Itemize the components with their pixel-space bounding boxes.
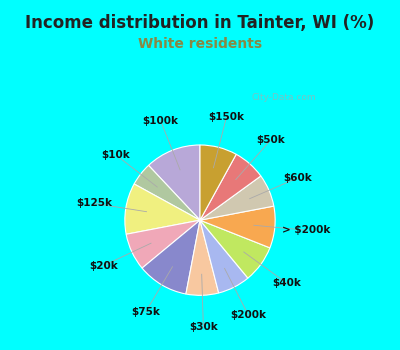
Text: $100k: $100k: [143, 116, 179, 126]
Text: $20k: $20k: [89, 261, 118, 271]
Wedge shape: [134, 165, 200, 220]
Wedge shape: [200, 206, 275, 248]
Text: $200k: $200k: [230, 310, 266, 320]
Text: White residents: White residents: [138, 37, 262, 51]
Text: $50k: $50k: [256, 135, 285, 145]
Wedge shape: [200, 154, 261, 220]
Text: $150k: $150k: [208, 112, 244, 122]
Text: $75k: $75k: [131, 307, 160, 317]
Text: $125k: $125k: [76, 198, 112, 209]
Wedge shape: [142, 220, 200, 294]
Wedge shape: [200, 220, 248, 293]
Text: $40k: $40k: [272, 278, 301, 288]
Wedge shape: [186, 220, 219, 295]
Text: City-Data.com: City-Data.com: [252, 93, 316, 102]
Wedge shape: [126, 220, 200, 268]
Wedge shape: [125, 184, 200, 234]
Wedge shape: [200, 176, 274, 220]
Wedge shape: [148, 145, 200, 220]
Text: Income distribution in Tainter, WI (%): Income distribution in Tainter, WI (%): [25, 14, 375, 32]
Text: $30k: $30k: [189, 322, 218, 332]
Text: > $200k: > $200k: [282, 225, 330, 235]
Wedge shape: [200, 220, 270, 278]
Text: $10k: $10k: [101, 150, 130, 160]
Wedge shape: [200, 145, 236, 220]
Text: $60k: $60k: [284, 173, 312, 183]
